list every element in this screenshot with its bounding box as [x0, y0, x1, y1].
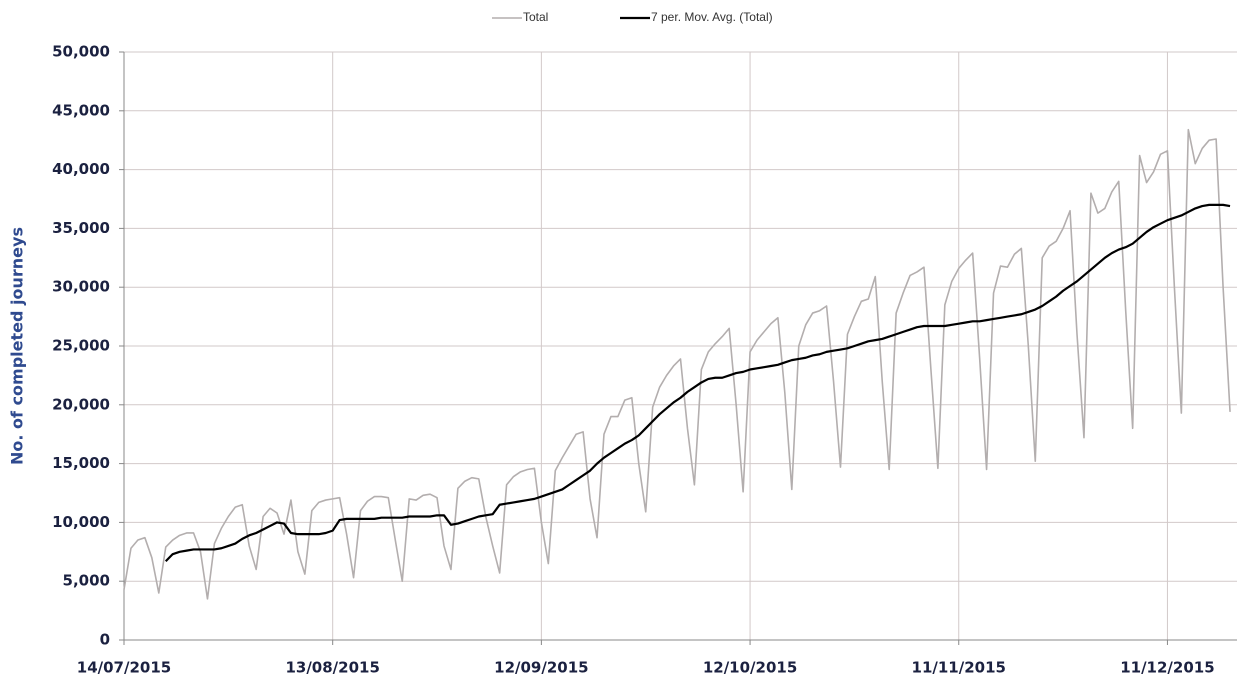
y-tick-label: 0	[100, 631, 110, 649]
x-tick-label: 14/07/2015	[77, 659, 171, 677]
legend-label: 7 per. Mov. Avg. (Total)	[651, 10, 773, 24]
x-tick-label: 13/08/2015	[285, 659, 379, 677]
y-tick-label: 40,000	[52, 160, 110, 178]
y-tick-label: 45,000	[52, 101, 110, 119]
x-tick-label: 12/10/2015	[703, 659, 797, 677]
y-tick-label: 35,000	[52, 219, 110, 237]
legend-label: Total	[523, 10, 548, 24]
y-tick-label: 5,000	[63, 572, 110, 590]
series-line	[164, 203, 1231, 562]
series-line	[123, 128, 1231, 600]
y-tick-label: 30,000	[52, 278, 110, 296]
x-tick-label: 11/12/2015	[1120, 659, 1214, 677]
y-tick-label: 15,000	[52, 454, 110, 472]
y-tick-label: 50,000	[52, 43, 110, 61]
y-tick-label: 10,000	[52, 513, 110, 531]
y-tick-label: 20,000	[52, 395, 110, 413]
x-tick-label: 11/11/2015	[912, 659, 1006, 677]
y-axis-title: No. of completed journeys	[8, 227, 27, 465]
y-tick-label: 25,000	[52, 337, 110, 355]
x-tick-label: 12/09/2015	[494, 659, 588, 677]
